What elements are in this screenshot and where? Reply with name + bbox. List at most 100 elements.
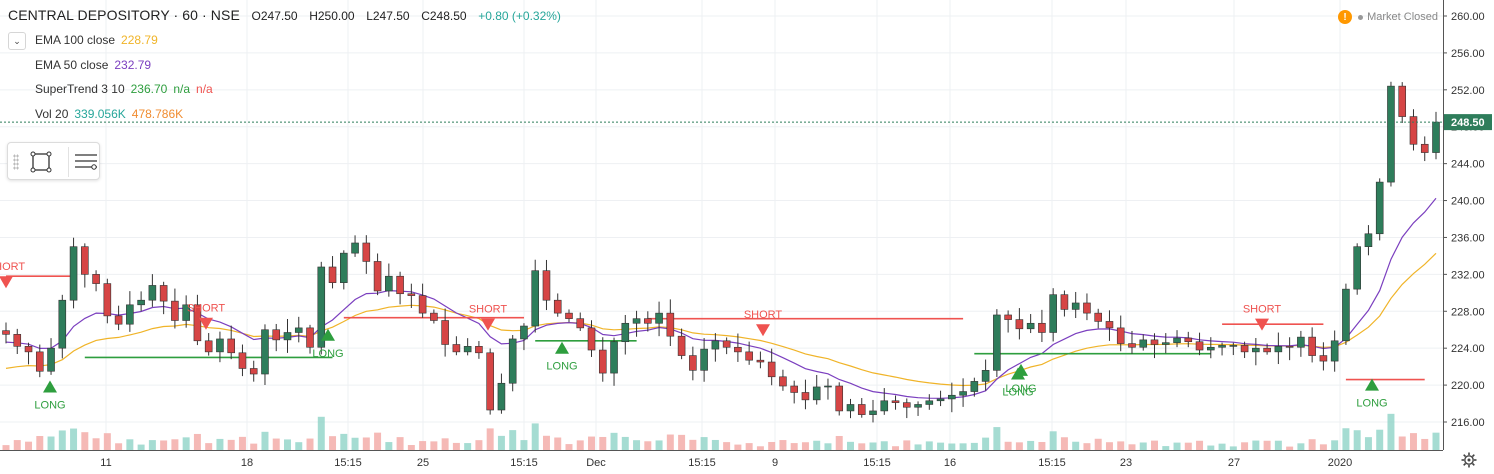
volume-bar bbox=[227, 439, 235, 450]
time-tick-label: 15:15 bbox=[510, 457, 538, 469]
candle-body bbox=[914, 404, 922, 408]
volume-bar bbox=[385, 442, 393, 450]
candle bbox=[520, 323, 528, 351]
candle-body bbox=[1387, 85, 1395, 183]
candle-body bbox=[700, 348, 708, 371]
indicator-name: SuperTrend 3 10 bbox=[35, 82, 125, 96]
candle bbox=[306, 324, 314, 354]
candle-body bbox=[824, 385, 832, 388]
candle bbox=[47, 338, 55, 375]
legend-ema100[interactable]: EMA 100 close 228.79 bbox=[35, 33, 158, 47]
market-status-text: Market Closed bbox=[1367, 11, 1438, 23]
time-axis[interactable]: 11 18 15:15 25 15:15 Dec 15:15 9 15:15 16 15:15 23 2… bbox=[0, 450, 1494, 474]
price-tick-label: 236.00 bbox=[1451, 232, 1485, 244]
volume-bar bbox=[678, 434, 686, 450]
price-axis[interactable]: 216.00 220.00 224.00 228.00 232.00 236.00 240.… bbox=[1443, 0, 1494, 474]
indicator-value: 339.056K bbox=[74, 107, 126, 121]
legend-ema50[interactable]: EMA 50 close 232.79 bbox=[35, 58, 151, 72]
candle-body bbox=[396, 275, 404, 295]
candle bbox=[824, 378, 832, 400]
candle-body bbox=[1229, 345, 1238, 347]
candle bbox=[869, 399, 877, 423]
gear-icon[interactable] bbox=[1461, 452, 1477, 468]
candle-body bbox=[497, 382, 506, 411]
candle bbox=[159, 281, 168, 315]
warning-icon[interactable]: ! bbox=[1338, 10, 1353, 24]
long-arrow-icon bbox=[555, 341, 569, 354]
price-tick-label: 260.00 bbox=[1451, 11, 1485, 23]
candle bbox=[734, 333, 742, 362]
price-tick-label: 252.00 bbox=[1451, 85, 1485, 97]
volume-bar bbox=[1173, 442, 1181, 450]
volume-bar bbox=[452, 442, 460, 450]
candle bbox=[351, 235, 359, 257]
volume-bar bbox=[295, 442, 303, 450]
volume-bar bbox=[610, 432, 618, 450]
ema50-line bbox=[5, 197, 1437, 399]
volume-bar bbox=[475, 440, 483, 450]
candle bbox=[227, 325, 235, 360]
candle bbox=[13, 328, 22, 355]
candle-body bbox=[846, 404, 855, 412]
signal-label: SHORT bbox=[1243, 304, 1282, 316]
signal-label: LONG bbox=[1356, 398, 1387, 410]
candle-body bbox=[508, 338, 517, 384]
candle bbox=[1330, 330, 1339, 372]
volume-bar bbox=[813, 440, 821, 450]
candle-body bbox=[418, 295, 427, 314]
candle bbox=[644, 311, 652, 332]
candle bbox=[362, 235, 371, 274]
candle-body bbox=[1015, 319, 1024, 330]
candle-body bbox=[283, 332, 292, 341]
volume-bar bbox=[1083, 443, 1091, 450]
time-axis-bg bbox=[0, 450, 1494, 474]
candle-body bbox=[340, 252, 348, 283]
rectangle-tool-icon[interactable] bbox=[30, 151, 52, 173]
volume-bar bbox=[1151, 440, 1158, 450]
drag-handle-icon[interactable] bbox=[13, 154, 19, 170]
candle-body bbox=[936, 398, 945, 402]
candle bbox=[542, 259, 551, 311]
symbol-title[interactable]: CENTRAL DEPOSITORY · 60 · NSE bbox=[8, 7, 240, 23]
candle-body bbox=[689, 355, 697, 371]
candle bbox=[655, 301, 663, 337]
volume-bar bbox=[779, 440, 787, 450]
collapse-legend-button[interactable]: ⌄ bbox=[8, 32, 26, 50]
candle-body bbox=[1038, 322, 1046, 333]
candle bbox=[1184, 331, 1193, 348]
candle bbox=[1049, 288, 1057, 342]
market-status[interactable]: ! Market Closed bbox=[1338, 10, 1438, 24]
short-arrow-icon bbox=[756, 324, 770, 337]
candle bbox=[441, 308, 449, 357]
long-signal: LONG bbox=[546, 341, 578, 373]
volume-bar bbox=[171, 439, 179, 450]
volume-bar bbox=[509, 430, 517, 450]
signal-label: LONG bbox=[1002, 387, 1033, 399]
candle bbox=[92, 270, 100, 292]
candle bbox=[249, 360, 258, 382]
candle-body bbox=[204, 340, 213, 353]
legend-supertrend[interactable]: SuperTrend 3 10 236.70 n/a n/a bbox=[35, 82, 213, 96]
candle bbox=[1308, 327, 1316, 363]
candle-body bbox=[103, 283, 112, 317]
candle bbox=[1375, 178, 1384, 241]
volume-bar bbox=[1263, 440, 1271, 450]
candle bbox=[204, 333, 213, 356]
short-signal: SHORT bbox=[187, 303, 225, 330]
price-tick-label: 240.00 bbox=[1451, 196, 1485, 208]
volume-bar bbox=[666, 434, 674, 450]
short-arrow-icon bbox=[1255, 318, 1269, 331]
volume-bar bbox=[1218, 443, 1226, 450]
volume-bar bbox=[1049, 431, 1057, 450]
volume-bar bbox=[880, 441, 888, 450]
candle-body bbox=[1071, 302, 1080, 310]
candle bbox=[1038, 309, 1046, 343]
candle bbox=[587, 320, 596, 357]
volume-bar bbox=[835, 435, 843, 450]
volume-bar bbox=[993, 427, 1001, 450]
lines-settings-icon[interactable] bbox=[74, 151, 98, 173]
candle-body bbox=[475, 346, 483, 354]
legend-volume[interactable]: Vol 20 339.056K 478.786K bbox=[35, 107, 183, 121]
candle bbox=[1083, 293, 1091, 321]
